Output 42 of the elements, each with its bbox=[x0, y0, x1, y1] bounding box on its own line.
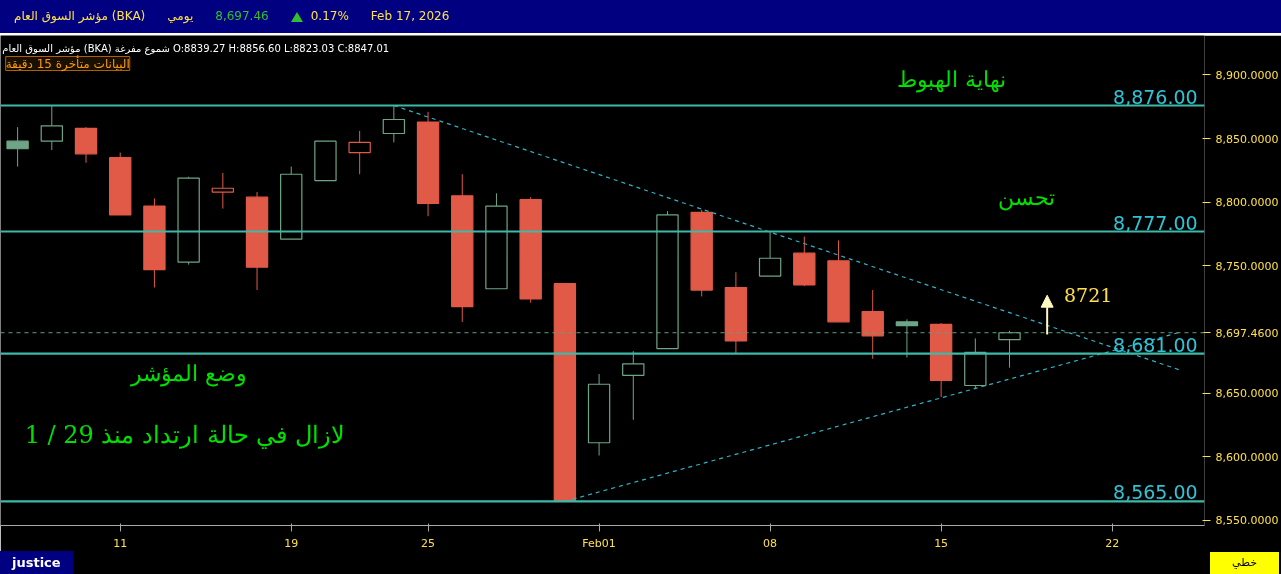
text: 0.17% bbox=[310, 8, 349, 26]
x-tick-label: Feb01 bbox=[582, 536, 616, 550]
candlestick bbox=[6, 126, 29, 168]
y-tick-label: 8,850.0000 bbox=[1215, 132, 1279, 146]
y-tick-label: 8,600.0000 bbox=[1215, 450, 1279, 464]
ref-line-label: 8,681.00 bbox=[1113, 333, 1198, 356]
x-tick-label: 22 bbox=[1105, 536, 1120, 550]
candlestick bbox=[622, 350, 645, 421]
y-tick-label: 8,900.0000 bbox=[1215, 68, 1279, 82]
candlestick bbox=[40, 105, 64, 151]
y-tick-label: 8,750.0000 bbox=[1215, 259, 1279, 273]
ref-line-label: 8,697.4600 bbox=[1215, 326, 1279, 340]
candlestick bbox=[382, 105, 406, 143]
y-tick-label: 8,650.0000 bbox=[1215, 387, 1279, 401]
candlestick bbox=[998, 330, 1021, 369]
y-tick-label: 8,800.0000 bbox=[1215, 196, 1279, 210]
text: 8,697.46 bbox=[215, 8, 269, 26]
chart-title: مؤشر السوق العام (BKA) bbox=[14, 8, 146, 26]
text: يومي bbox=[167, 8, 194, 26]
annotation: نهاية الهبوط bbox=[896, 67, 1006, 94]
text: خطي bbox=[1210, 552, 1279, 574]
candlestick bbox=[895, 318, 919, 358]
x-tick-label: 19 bbox=[284, 536, 299, 550]
annotation: وضع المؤشر bbox=[129, 361, 247, 388]
candlestick bbox=[348, 130, 371, 175]
y-tick-label: 8,550.0000 bbox=[1215, 514, 1279, 528]
x-tick-label: 08 bbox=[763, 536, 778, 550]
text: Feb 17, 2026 bbox=[370, 8, 450, 26]
candlestick bbox=[211, 172, 235, 210]
ref-line-label: 8,777.00 bbox=[1113, 211, 1198, 234]
annotation: تحسن bbox=[998, 184, 1056, 211]
candlestick bbox=[758, 231, 782, 277]
x-tick-label: 11 bbox=[113, 536, 128, 550]
annotation: البيانات متأخرة 15 دقيقة bbox=[5, 54, 130, 72]
annotation: لازال في حالة ارتداد منذ 29 / 1 bbox=[24, 420, 345, 449]
text: مؤشر السوق العام (BKA) شموع مفرغة O:8839.27 H:8856.60 L:8823.03 C:8847.01 bbox=[2, 43, 390, 54]
annotation: 8721 bbox=[1064, 284, 1113, 307]
ref-line-label: 8,876.00 bbox=[1113, 85, 1198, 108]
x-tick-label: 25 bbox=[421, 536, 436, 550]
ref-line-label: 8,565.00 bbox=[1113, 481, 1198, 504]
text: justice bbox=[0, 550, 73, 574]
x-tick-label: 15 bbox=[934, 536, 949, 550]
